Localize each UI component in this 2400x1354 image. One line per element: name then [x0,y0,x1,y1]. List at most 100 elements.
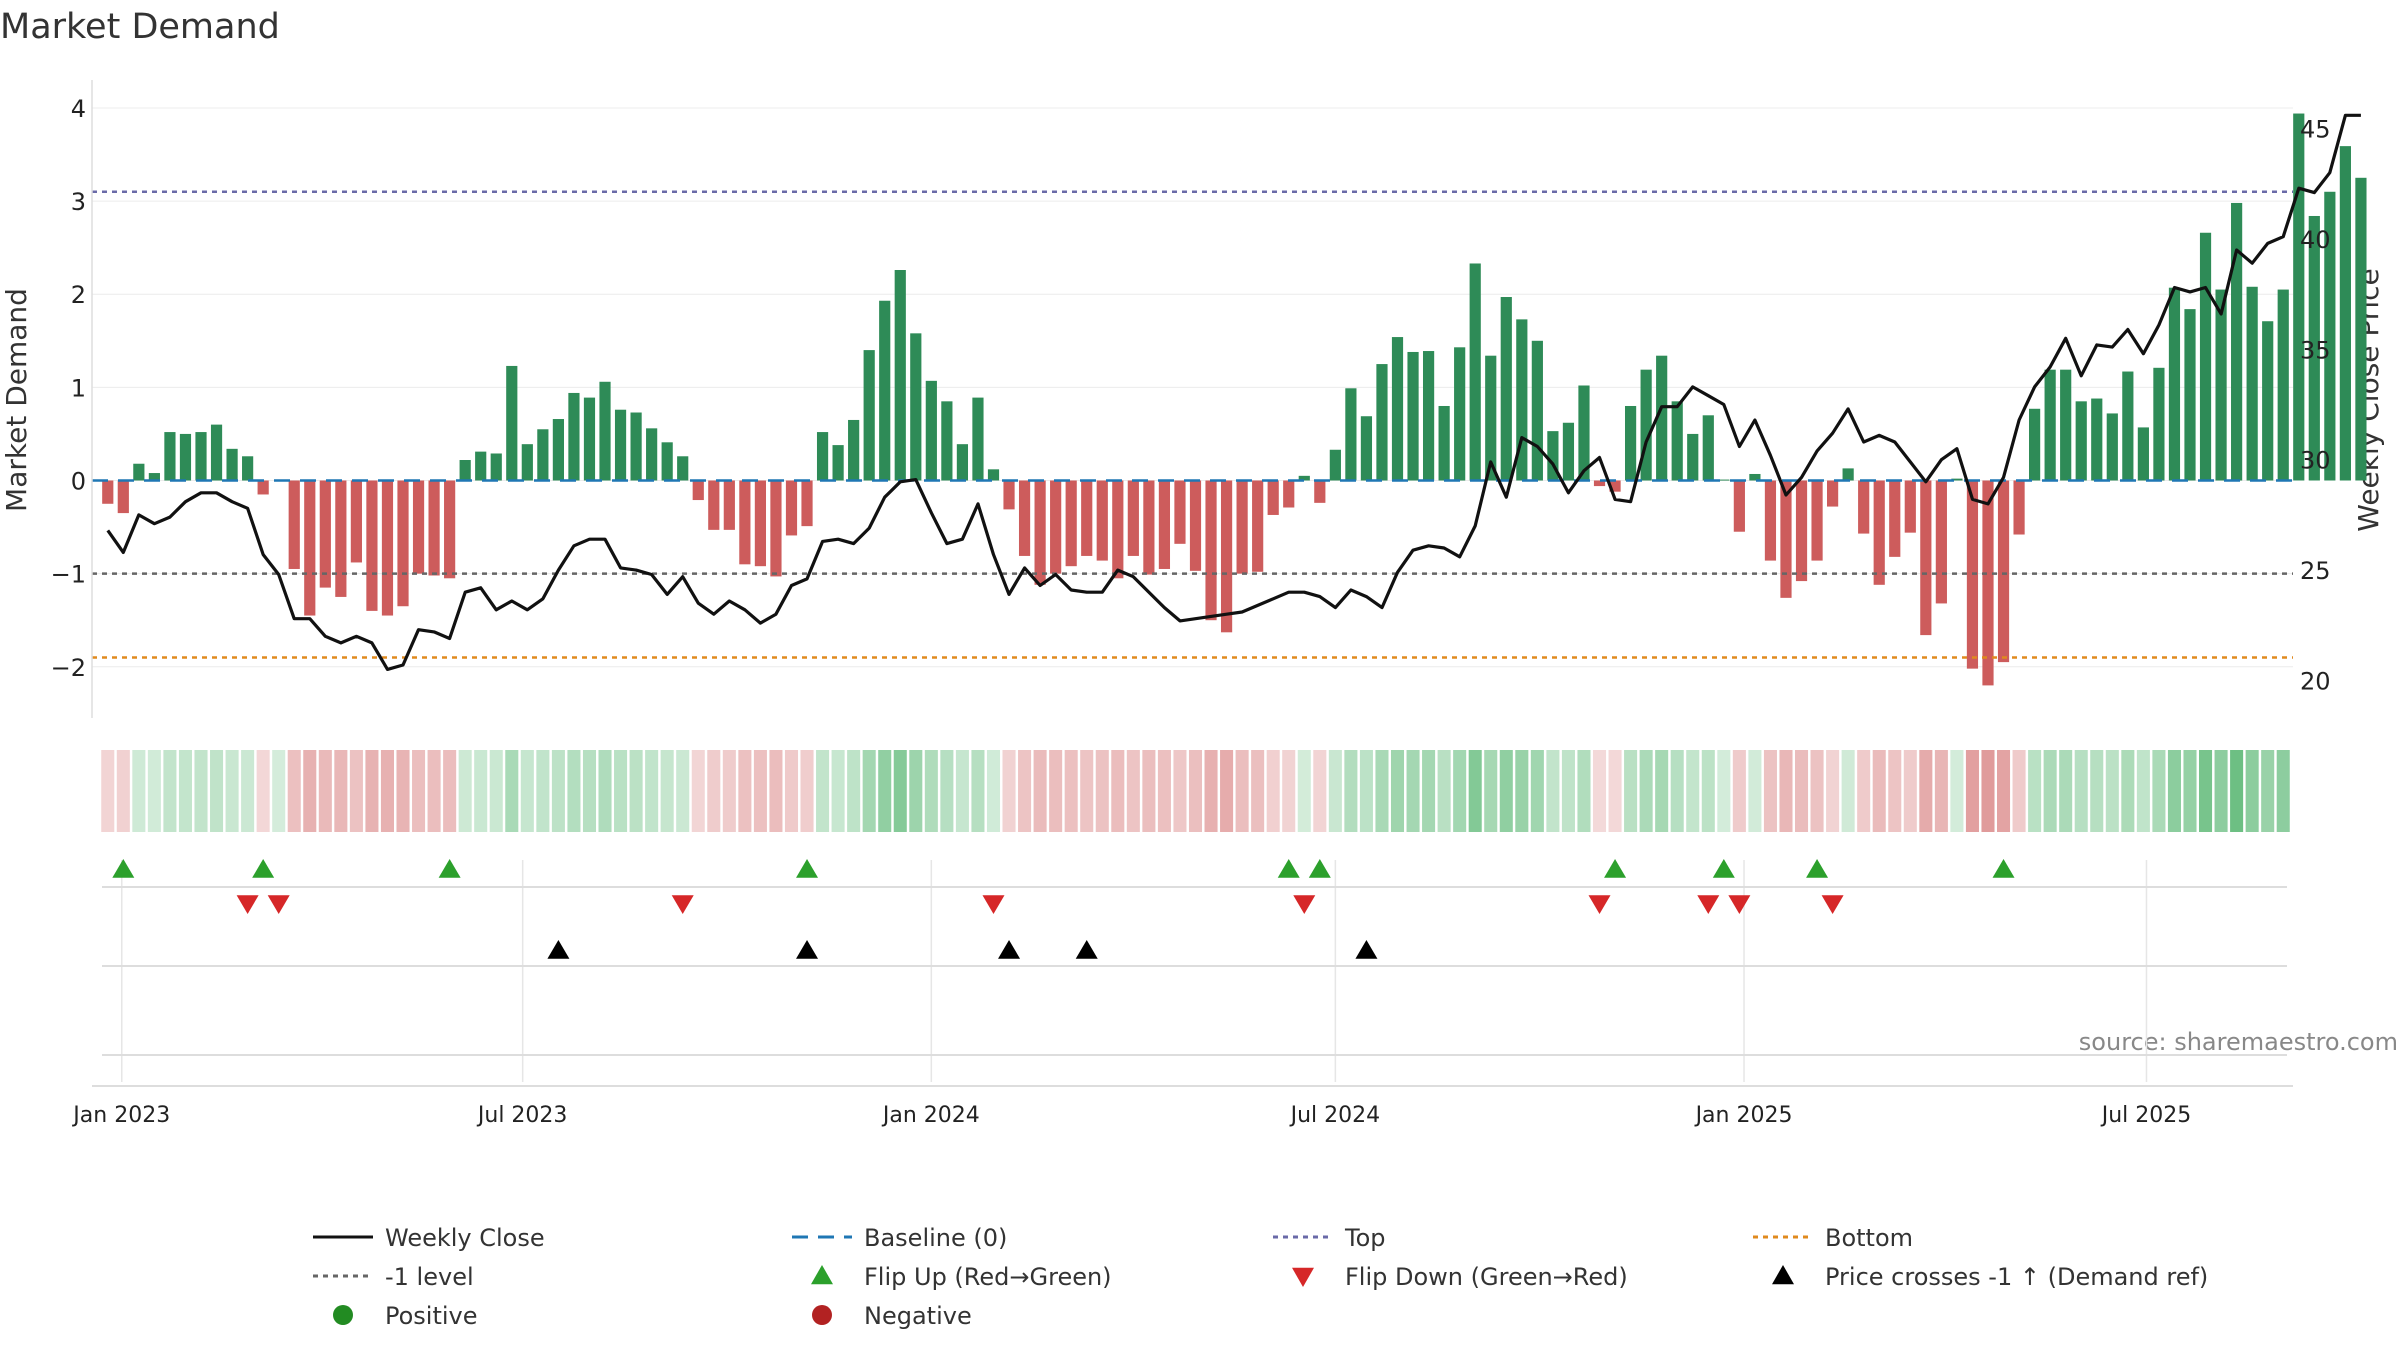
price-cross-marker [998,940,1021,959]
x-tick-label: Jan 2023 [71,1103,170,1128]
heat-strip-cell [474,750,488,832]
heat-strip-cell [1390,750,1405,832]
heat-strip-cell [1919,750,1933,832]
heat-strip-cell [520,750,534,832]
demand-bar [1112,480,1124,579]
demand-bar [1997,480,2010,663]
demand-bar [148,473,160,481]
heat-strip-cell [1484,750,1498,832]
y-tick-label: 0 [71,467,86,495]
flip-down-marker [671,895,694,914]
heat-strip-cell [2245,750,2259,832]
heat-strip-cell [1266,750,1280,832]
x-tick-label: Jul 2025 [2100,1103,2192,1128]
demand-bar [257,480,269,495]
heat-strip-cell [2043,750,2057,832]
event-markers-layer [92,859,2293,1087]
demand-bar [1438,405,1450,481]
heat-strip-cell [1344,750,1358,832]
heat-strip-cell [1981,750,1995,832]
x-tick-label: Jan 2025 [1694,1103,1793,1128]
heat-strip-cell [2276,750,2290,832]
heat-strip-cell [365,750,379,832]
legend-label: Bottom [1825,1224,1913,1252]
flip-up-marker [112,859,135,878]
heat-strip-cell [971,750,985,832]
heat-strip-cell [1826,750,1840,832]
heat-strip-cell [1033,750,1047,832]
y2-tick-label: 25 [2300,557,2331,585]
heat-strip-cell [831,750,845,832]
heat-strip-cell [1810,750,1824,832]
heat-strip-cell [1577,750,1591,832]
demand-bar [1531,340,1543,481]
heat-strip-cell [1997,750,2011,832]
demand-bar [537,429,549,481]
demand-bar [1671,401,1683,481]
demand-bar [1547,431,1559,481]
heat-strip-cell [1546,750,1560,832]
demand-bar [319,480,331,588]
heat-strip-cell [893,750,907,832]
heat-strip-cell [147,750,161,832]
heat-strip-cell [163,750,177,832]
demand-bar [1345,388,1357,481]
heat-strip-cell [458,750,472,832]
demand-bar [1500,297,1512,481]
x-tick-label: Jul 2023 [476,1103,568,1128]
heat-strip-cell [1888,750,1902,832]
heat-strip-cell [1857,750,1871,832]
heat-strip-cell [1748,750,1762,832]
demand-bar [1267,480,1279,515]
demand-bar [1003,480,1015,510]
heat-strip-cell [1002,750,1016,832]
demand-bar [2231,202,2243,481]
heat-strip-cell [753,750,767,832]
demand-bar [1827,480,1839,507]
legend-dot-icon [333,1305,353,1325]
heat-strip-cell [1282,750,1296,832]
heat-strip-cell [116,750,130,832]
demand-bar [1360,416,1373,481]
demand-bar [1127,480,1139,556]
heat-strip-cell [1220,750,1234,832]
flip-up-marker [796,859,819,878]
demand-bar [1904,480,1916,533]
demand-bar [1407,351,1419,481]
demand-bar [1050,480,1062,574]
flip-down-marker [236,895,259,914]
heat-strip-cell [691,750,705,832]
demand-bar [956,444,969,481]
demand-bar [1516,319,1528,481]
heat-strip-cell [505,750,519,832]
heat-strip-cell [1142,750,1156,832]
demand-bar [754,480,767,567]
heat-strip-cell [210,750,224,832]
demand-bar [1780,480,1792,598]
axes-layer: −2 −1 0 1 2 3 4 20 25 30 35 40 45 Jan 2023 Jul 2023 Jan… [51,80,2331,1128]
heat-strip-cell [1422,750,1436,832]
demand-bar [1609,480,1621,492]
demand-bar [2246,286,2258,481]
heat-strip-cell [318,750,332,832]
heat-strip-cell [940,750,954,832]
heat-strip-cell [1406,750,1420,832]
demand-bar [521,444,533,481]
flip-down-marker [1728,895,1751,914]
legend: Weekly Close Baseline (0) Top Bottom -1 leve… [313,1224,2208,1330]
heat-strip-cell [1624,750,1638,832]
heat-strip-cell [380,750,394,832]
flip-up-marker [1992,859,2015,878]
legend-label: Negative [864,1302,972,1330]
y-tick-label: 2 [71,281,86,309]
heat-strip-cell [629,750,643,832]
heat-strip-cell [1872,750,1886,832]
heat-strip-cell [1639,750,1653,832]
demand-bar [2153,367,2165,481]
demand-bar [335,480,347,597]
demand-bar [2215,289,2227,481]
demand-bar [910,333,922,481]
y-tick-label: 4 [71,95,86,123]
demand-bar [1174,480,1186,544]
heat-strip-cell [1608,750,1622,832]
